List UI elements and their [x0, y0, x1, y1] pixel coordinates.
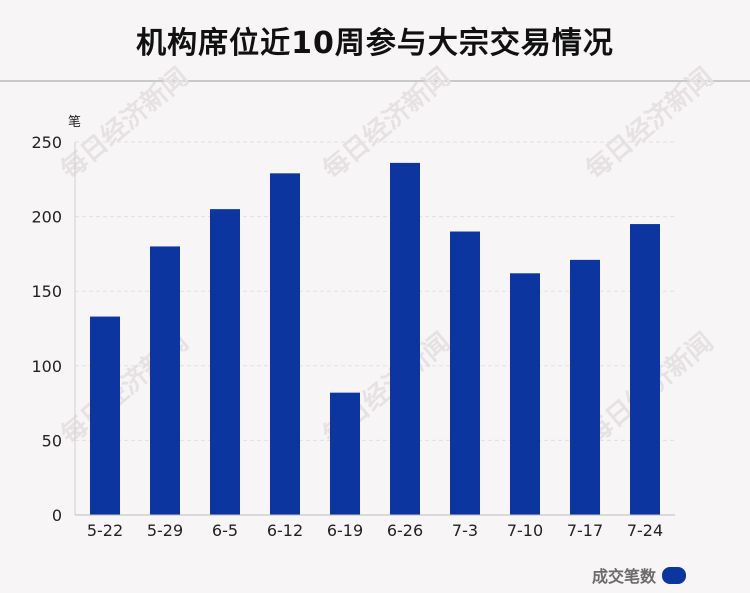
- x-tick-label: 5-29: [147, 521, 183, 540]
- bar: [270, 173, 300, 515]
- bar: [450, 231, 480, 515]
- bar: [90, 316, 120, 515]
- bar: [510, 273, 540, 515]
- bar: [390, 162, 420, 515]
- y-axis-unit-label: 笔: [68, 114, 81, 130]
- y-tick-label: 200: [31, 208, 62, 227]
- x-tick-label: 7-10: [507, 521, 543, 540]
- x-tick-label: 7-3: [452, 521, 478, 540]
- bar: [330, 392, 360, 515]
- legend-swatch: [662, 566, 687, 584]
- y-tick-label: 50: [42, 431, 62, 450]
- chart-title: 机构席位近10周参与大宗交易情况: [136, 26, 614, 61]
- bar: [210, 209, 240, 515]
- bar: [630, 224, 660, 515]
- y-tick-label: 100: [31, 357, 62, 376]
- y-tick-label: 250: [31, 133, 62, 152]
- x-tick-label: 7-17: [567, 521, 603, 540]
- x-tick-label: 6-5: [212, 521, 238, 540]
- legend: 成交笔数: [592, 563, 687, 587]
- x-tick-label: 5-22: [87, 521, 123, 540]
- axes: 0 50 100 150 200 250 5-22 5-29 6-5 6-12 6-19 6-26 7-…: [31, 133, 675, 540]
- bars: [90, 162, 660, 515]
- y-tick-label: 0: [52, 506, 62, 525]
- x-tick-label: 6-26: [387, 521, 423, 540]
- x-tick-label: 7-24: [627, 521, 663, 540]
- legend-label: 成交笔数: [592, 567, 657, 586]
- bar: [150, 246, 180, 515]
- x-tick-label: 6-19: [327, 521, 363, 540]
- watermark-text: 每日经济新闻: [317, 61, 456, 185]
- y-tick-label: 150: [31, 282, 62, 301]
- watermark-text: 每日经济新闻: [580, 61, 719, 185]
- bar: [570, 259, 600, 515]
- title-divider: [0, 80, 750, 82]
- x-tick-label: 6-12: [267, 521, 303, 540]
